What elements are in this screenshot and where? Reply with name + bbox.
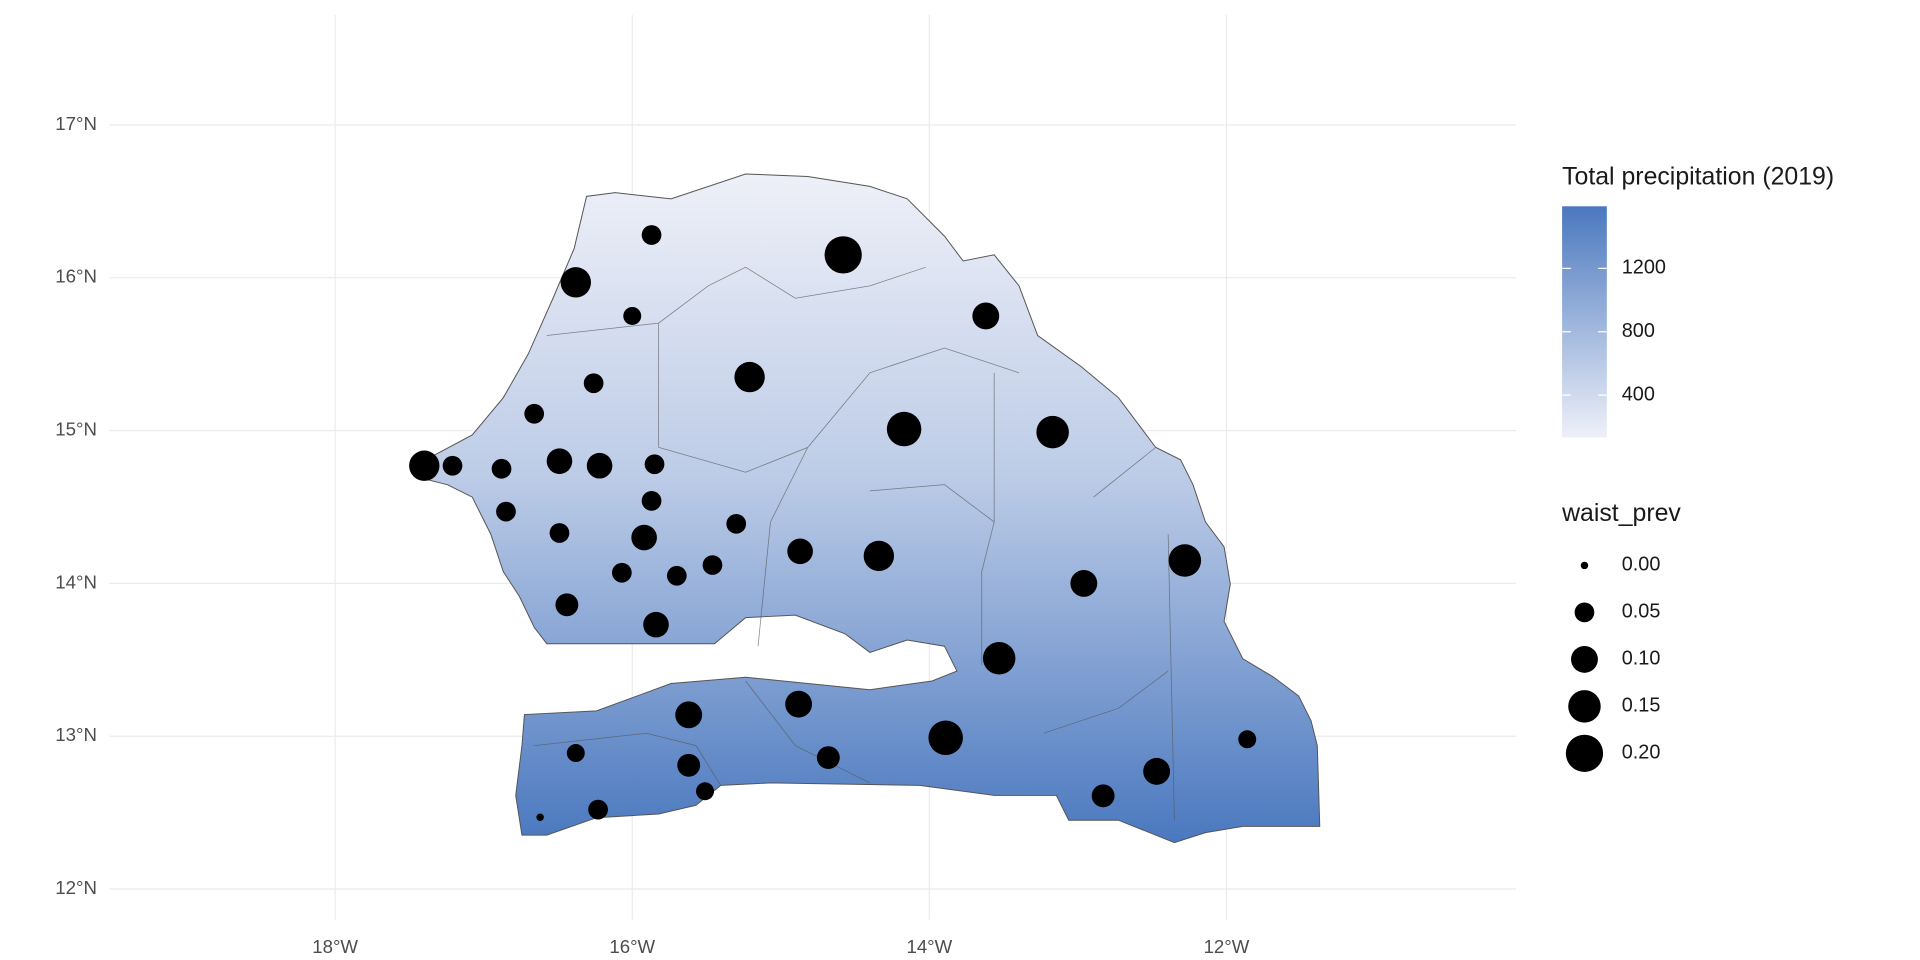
point xyxy=(824,236,862,274)
x-tick-label: 16°W xyxy=(609,936,655,957)
point xyxy=(677,753,701,777)
point xyxy=(863,540,895,572)
y-tick-label: 16°N xyxy=(55,266,97,287)
point xyxy=(1070,569,1098,597)
point xyxy=(631,524,657,551)
point xyxy=(496,501,516,522)
y-tick-label: 17°N xyxy=(55,113,97,134)
point xyxy=(726,513,747,534)
size-legend-label: 0.10 xyxy=(1622,648,1661,670)
point xyxy=(536,813,544,821)
size-legend-label: 0.05 xyxy=(1622,601,1661,623)
colorbar xyxy=(1562,206,1607,438)
point xyxy=(1091,784,1115,808)
point xyxy=(524,403,545,424)
size-legend-label: 0.15 xyxy=(1622,695,1661,717)
point xyxy=(611,562,632,583)
point xyxy=(586,452,613,479)
point xyxy=(566,744,585,763)
point xyxy=(409,450,440,481)
colorbar-label: 800 xyxy=(1622,320,1655,342)
colorbar-label: 1200 xyxy=(1622,257,1666,279)
size-legend-key xyxy=(1580,561,1589,570)
point xyxy=(928,720,963,756)
point xyxy=(1238,730,1257,749)
point xyxy=(560,267,591,298)
point xyxy=(982,642,1016,675)
x-tick-label: 14°W xyxy=(906,936,952,957)
points xyxy=(409,225,1257,821)
point xyxy=(675,701,703,729)
size-legend-key xyxy=(1571,645,1598,673)
x-tick-label: 18°W xyxy=(312,936,358,957)
point xyxy=(623,306,642,325)
point xyxy=(555,593,579,617)
size-legend-label: 0.00 xyxy=(1622,554,1661,576)
point xyxy=(1168,544,1202,577)
point xyxy=(546,448,573,474)
point xyxy=(787,538,813,565)
point xyxy=(702,555,723,575)
point xyxy=(816,746,840,770)
size-legend-key xyxy=(1565,734,1604,772)
point xyxy=(1036,415,1069,449)
point xyxy=(442,455,463,476)
size-legend-label: 0.20 xyxy=(1622,742,1661,764)
point xyxy=(734,361,765,393)
point xyxy=(666,565,687,586)
legend: 400 800 1200 0.00 0.05 0.10 0.15 0.20 xyxy=(1562,257,1666,772)
point xyxy=(583,373,604,394)
point xyxy=(588,799,608,820)
colorbar-label: 400 xyxy=(1622,383,1655,405)
size-legend-key xyxy=(1568,690,1601,723)
point xyxy=(1143,757,1171,785)
x-tick-label: 12°W xyxy=(1204,936,1250,957)
point xyxy=(641,225,662,245)
y-tick-label: 13°N xyxy=(55,724,97,745)
point xyxy=(886,411,922,447)
y-tick-label: 12°N xyxy=(55,877,97,898)
size-legend-title: waist_prev xyxy=(1561,500,1681,527)
size-legend-key xyxy=(1574,602,1595,623)
point xyxy=(549,523,570,543)
fill-legend-title: Total precipitation (2019) xyxy=(1562,163,1834,190)
country-shape xyxy=(413,173,1321,844)
region-borders xyxy=(534,266,1175,821)
point xyxy=(644,454,665,475)
y-tick-label: 15°N xyxy=(55,419,97,440)
y-tick-label: 14°N xyxy=(55,571,97,592)
point xyxy=(491,458,512,479)
point xyxy=(972,302,1000,330)
point xyxy=(696,782,715,801)
point xyxy=(641,491,662,511)
point xyxy=(643,611,669,638)
point xyxy=(785,690,813,718)
